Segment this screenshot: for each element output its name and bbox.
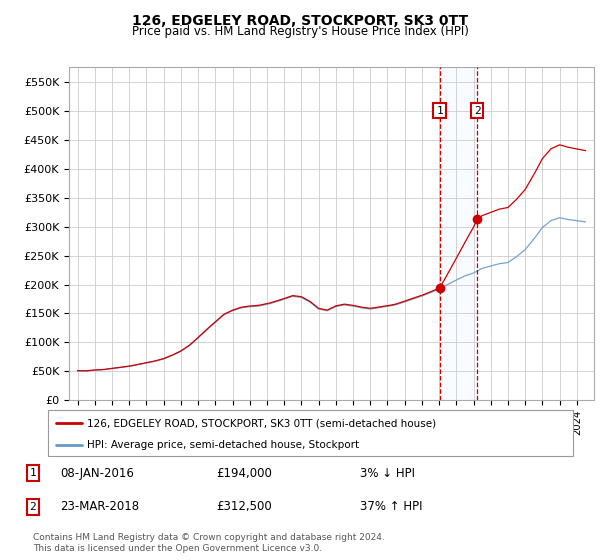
Text: 126, EDGELEY ROAD, STOCKPORT, SK3 0TT (semi-detached house): 126, EDGELEY ROAD, STOCKPORT, SK3 0TT (s… bbox=[88, 418, 437, 428]
Text: 08-JAN-2016: 08-JAN-2016 bbox=[60, 466, 134, 480]
FancyBboxPatch shape bbox=[48, 410, 573, 456]
Bar bbox=[440, 67, 477, 400]
Text: £194,000: £194,000 bbox=[216, 466, 272, 480]
Text: 37% ↑ HPI: 37% ↑ HPI bbox=[360, 500, 422, 514]
Text: 1: 1 bbox=[436, 106, 443, 116]
Text: Contains HM Land Registry data © Crown copyright and database right 2024.
This d: Contains HM Land Registry data © Crown c… bbox=[33, 533, 385, 553]
Text: 2: 2 bbox=[29, 502, 37, 512]
Text: £312,500: £312,500 bbox=[216, 500, 272, 514]
Text: 1: 1 bbox=[29, 468, 37, 478]
Text: 3% ↓ HPI: 3% ↓ HPI bbox=[360, 466, 415, 480]
Text: 23-MAR-2018: 23-MAR-2018 bbox=[60, 500, 139, 514]
Text: HPI: Average price, semi-detached house, Stockport: HPI: Average price, semi-detached house,… bbox=[88, 440, 359, 450]
Text: Price paid vs. HM Land Registry's House Price Index (HPI): Price paid vs. HM Land Registry's House … bbox=[131, 25, 469, 38]
Text: 2: 2 bbox=[474, 106, 481, 116]
Text: 126, EDGELEY ROAD, STOCKPORT, SK3 0TT: 126, EDGELEY ROAD, STOCKPORT, SK3 0TT bbox=[132, 14, 468, 28]
